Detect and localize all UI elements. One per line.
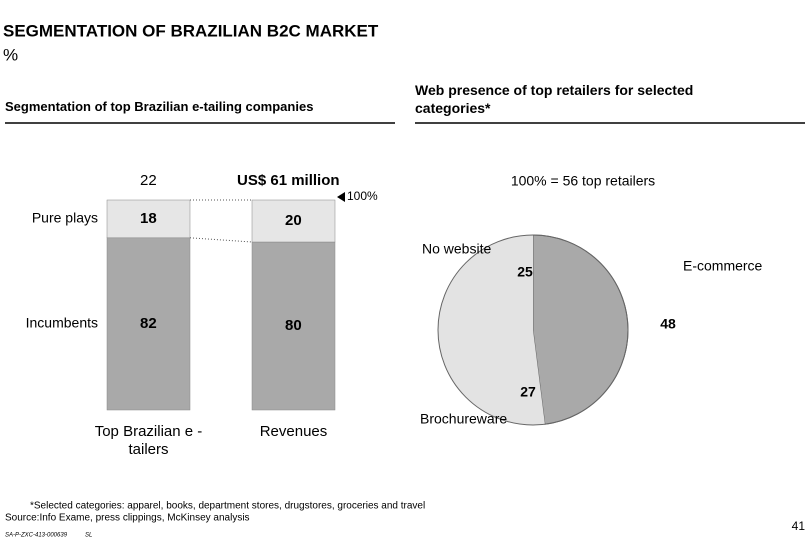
pie-value-label: 25 bbox=[517, 264, 533, 280]
doc-code: SA-P-ZXC-413-000639 bbox=[5, 533, 68, 539]
slide-subtitle: % bbox=[3, 45, 18, 64]
total-label: 22 bbox=[140, 172, 157, 189]
page-number: 41 bbox=[792, 519, 806, 533]
pie-category-label: Brochureware bbox=[420, 411, 507, 427]
series-label: Incumbents bbox=[26, 315, 98, 331]
bar-segment bbox=[106, 237, 191, 411]
value-label: 18 bbox=[140, 210, 157, 227]
left-heading: Segmentation of top Brazilian e-tailing … bbox=[5, 99, 314, 114]
total-label: US$ 61 million bbox=[237, 172, 340, 189]
category-label: Revenues bbox=[259, 423, 328, 440]
pie-value-label: 27 bbox=[520, 384, 536, 400]
pie-category-label: E-commerce bbox=[683, 258, 763, 274]
pie-slice bbox=[532, 234, 629, 425]
series-label: Pure plays bbox=[32, 210, 98, 226]
pie-subtitle: 100% = 56 top retailers bbox=[511, 173, 655, 189]
source: Source:Info Exame, press clippings, McKi… bbox=[5, 513, 250, 524]
doc-initials: SL bbox=[85, 533, 92, 539]
slide-title: SEGMENTATION OF BRAZILIAN B2C MARKET bbox=[3, 21, 379, 40]
value-label: 82 bbox=[140, 315, 157, 332]
bar-segment bbox=[251, 199, 336, 243]
category-label: Top Brazilian e -tailers bbox=[94, 423, 203, 458]
value-label: 20 bbox=[285, 212, 302, 229]
pie-slice bbox=[438, 235, 533, 330]
footnote: *Selected categories: apparel, books, de… bbox=[30, 501, 425, 512]
bar-segment bbox=[251, 241, 336, 411]
pie-category-label: No website bbox=[422, 241, 491, 257]
annotation: 100% bbox=[347, 189, 378, 203]
bar-segment bbox=[106, 199, 191, 239]
value-label: 80 bbox=[285, 317, 302, 334]
pie-slice bbox=[437, 330, 545, 425]
connector bbox=[189, 237, 253, 243]
pie-outline bbox=[437, 234, 629, 426]
right-heading: Web presence of top retailers for select… bbox=[415, 82, 694, 116]
pie-value-label: 48 bbox=[660, 316, 676, 332]
arrow bbox=[337, 192, 345, 202]
